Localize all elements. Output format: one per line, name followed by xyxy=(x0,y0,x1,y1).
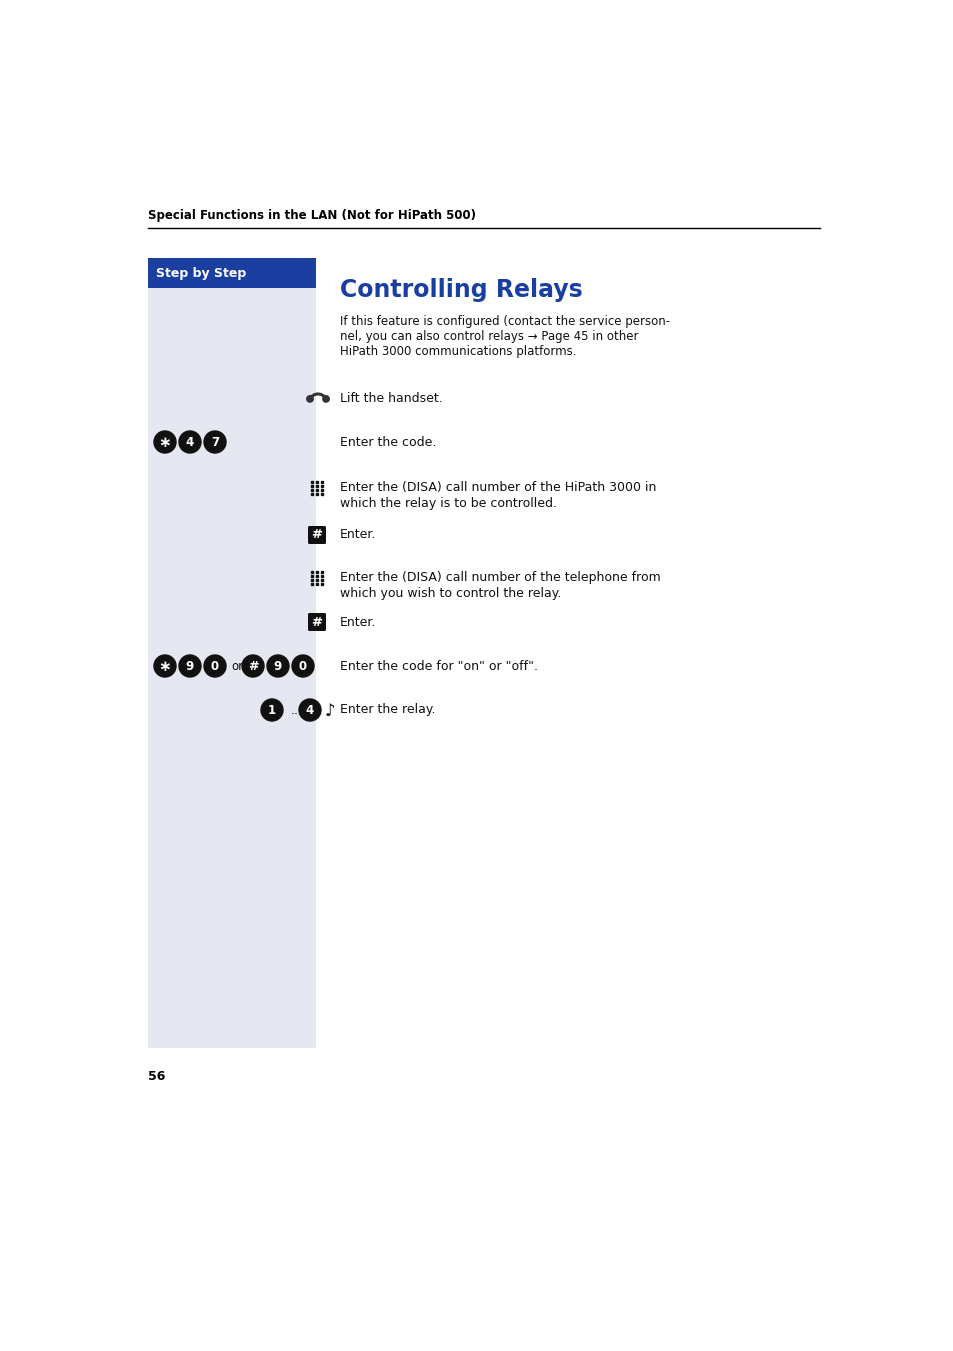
Text: ...: ... xyxy=(291,704,303,717)
Text: Special Functions in the LAN (Not for HiPath 500): Special Functions in the LAN (Not for Hi… xyxy=(148,209,476,222)
Bar xyxy=(320,584,322,585)
Bar xyxy=(315,580,317,581)
Circle shape xyxy=(153,655,175,677)
Text: Enter.: Enter. xyxy=(339,616,376,628)
Text: 0: 0 xyxy=(211,659,219,673)
Circle shape xyxy=(204,431,226,453)
Bar xyxy=(320,574,322,577)
Text: 1: 1 xyxy=(268,704,275,716)
Circle shape xyxy=(307,396,313,403)
Text: 56: 56 xyxy=(148,1070,165,1084)
FancyBboxPatch shape xyxy=(148,258,315,288)
Bar xyxy=(311,481,313,482)
Circle shape xyxy=(153,431,175,453)
Text: Enter the relay.: Enter the relay. xyxy=(339,704,435,716)
Bar xyxy=(311,584,313,585)
Text: which the relay is to be controlled.: which the relay is to be controlled. xyxy=(339,497,557,509)
Bar xyxy=(320,580,322,581)
Circle shape xyxy=(322,396,329,403)
Text: ∗: ∗ xyxy=(158,435,172,450)
Circle shape xyxy=(204,655,226,677)
Bar xyxy=(315,485,317,486)
Bar xyxy=(315,574,317,577)
Bar xyxy=(320,481,322,482)
Text: Enter the (DISA) call number of the HiPath 3000 in: Enter the (DISA) call number of the HiPa… xyxy=(339,481,656,494)
Text: 7: 7 xyxy=(211,435,219,449)
Circle shape xyxy=(179,431,201,453)
Circle shape xyxy=(292,655,314,677)
Text: Enter.: Enter. xyxy=(339,528,376,542)
Bar xyxy=(320,570,322,573)
Text: Controlling Relays: Controlling Relays xyxy=(339,278,582,303)
Text: Step by Step: Step by Step xyxy=(156,266,246,280)
Text: 9: 9 xyxy=(186,659,193,673)
Text: 4: 4 xyxy=(306,704,314,716)
Circle shape xyxy=(261,698,283,721)
Text: 9: 9 xyxy=(274,659,282,673)
Text: or: or xyxy=(231,659,243,673)
Bar xyxy=(311,574,313,577)
Bar xyxy=(320,485,322,486)
Text: Enter the (DISA) call number of the telephone from: Enter the (DISA) call number of the tele… xyxy=(339,571,660,584)
Bar xyxy=(311,489,313,492)
Text: #: # xyxy=(312,528,322,542)
Bar xyxy=(320,489,322,492)
Text: ∗: ∗ xyxy=(158,659,172,674)
FancyBboxPatch shape xyxy=(148,258,315,1048)
Text: 0: 0 xyxy=(298,659,307,673)
Text: If this feature is configured (contact the service person-: If this feature is configured (contact t… xyxy=(339,315,669,328)
Bar xyxy=(311,580,313,581)
Text: 4: 4 xyxy=(186,435,193,449)
Circle shape xyxy=(267,655,289,677)
Text: ♪: ♪ xyxy=(324,703,335,720)
Text: Enter the code for "on" or "off".: Enter the code for "on" or "off". xyxy=(339,659,537,673)
Circle shape xyxy=(298,698,320,721)
Text: Lift the handset.: Lift the handset. xyxy=(339,392,442,404)
Bar xyxy=(315,493,317,496)
Circle shape xyxy=(242,655,264,677)
Text: Enter the code.: Enter the code. xyxy=(339,435,436,449)
Bar xyxy=(315,481,317,482)
Text: #: # xyxy=(312,616,322,628)
FancyBboxPatch shape xyxy=(308,613,326,631)
Bar xyxy=(315,489,317,492)
Bar xyxy=(311,493,313,496)
Bar xyxy=(315,584,317,585)
Text: nel, you can also control relays → Page 45 in other: nel, you can also control relays → Page … xyxy=(339,330,638,343)
Circle shape xyxy=(179,655,201,677)
Text: which you wish to control the relay.: which you wish to control the relay. xyxy=(339,586,560,600)
Bar xyxy=(315,570,317,573)
Bar xyxy=(320,493,322,496)
Text: #: # xyxy=(248,659,258,673)
Bar xyxy=(311,570,313,573)
Bar xyxy=(311,485,313,486)
Text: HiPath 3000 communications platforms.: HiPath 3000 communications platforms. xyxy=(339,345,576,358)
FancyBboxPatch shape xyxy=(308,526,326,544)
